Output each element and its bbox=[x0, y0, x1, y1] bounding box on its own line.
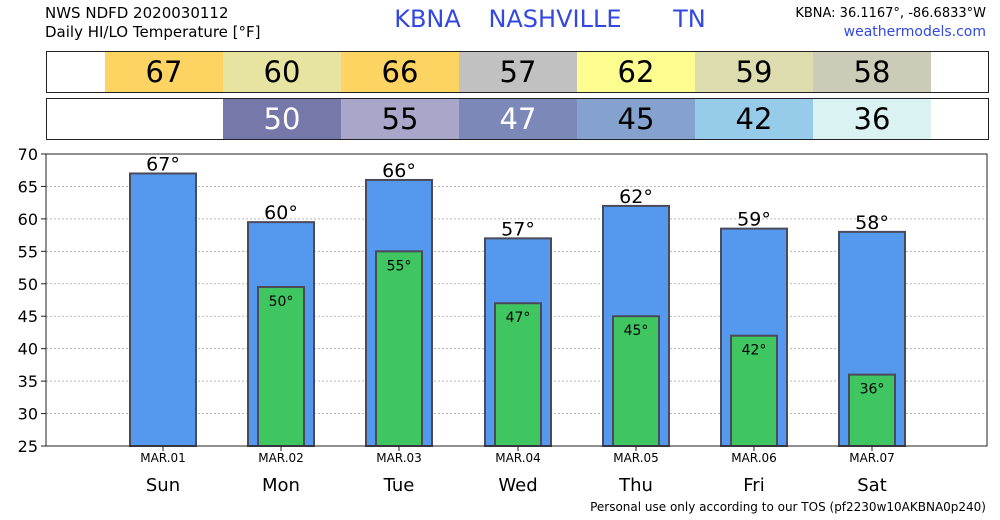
y-tick-label: 30 bbox=[18, 405, 38, 424]
x-day-label: Fri bbox=[743, 475, 764, 496]
hi_strip-cell: 62 bbox=[577, 52, 695, 92]
header-left: NWS NDFD 2020030112 Daily HI/LO Temperat… bbox=[45, 4, 261, 42]
lo-bar bbox=[612, 315, 660, 447]
lo-bar-label: 55° bbox=[387, 258, 412, 274]
y-tick-label: 70 bbox=[18, 145, 38, 164]
x-date-label: MAR.01 bbox=[140, 451, 186, 465]
station-title: KBNA NASHVILLE TN bbox=[340, 5, 760, 33]
lo-bar bbox=[494, 302, 542, 447]
axes: 25 30 35 40 45 50 55 60 65 70 MAR.01 Sun MAR.02 Mon MA… bbox=[18, 145, 895, 496]
hi_strip-cell: 57 bbox=[459, 52, 577, 92]
x-day-label: Tue bbox=[383, 475, 415, 496]
y-tick-label: 50 bbox=[18, 275, 38, 294]
x-date-label: MAR.06 bbox=[731, 451, 777, 465]
hi-temp-strip: 67 60 66 57 62 59 58 bbox=[46, 51, 989, 93]
station-code: KBNA bbox=[394, 5, 461, 33]
lo-bar-label: 45° bbox=[624, 323, 649, 339]
grid bbox=[46, 185, 987, 415]
lo-temp-strip: 50 55 47 45 42 36 bbox=[46, 98, 989, 140]
hi-bar-label: 59° bbox=[737, 209, 771, 231]
x-date-label: MAR.05 bbox=[613, 451, 659, 465]
x-day-label: Sat bbox=[857, 475, 887, 496]
hi-bar bbox=[129, 172, 197, 447]
x-day-label: Wed bbox=[498, 475, 537, 496]
y-tick-label: 60 bbox=[18, 210, 38, 229]
lo-bar bbox=[848, 373, 896, 447]
lo_strip-cell: 55 bbox=[341, 99, 459, 139]
y-tick-label: 55 bbox=[18, 242, 38, 261]
lo-bar bbox=[257, 286, 305, 447]
hi-bar-label: 58° bbox=[855, 212, 889, 234]
y-tick-label: 45 bbox=[18, 307, 38, 326]
hi-bar-label: 67° bbox=[146, 153, 180, 175]
hi-bar-label: 62° bbox=[619, 186, 653, 208]
hi_strip-cell: 67 bbox=[105, 52, 223, 92]
plot-frame bbox=[45, 153, 988, 447]
lo-bar-label: 42° bbox=[742, 343, 767, 359]
hi-bar-label: 66° bbox=[382, 160, 416, 182]
lo_strip-cell: 36 bbox=[813, 99, 931, 139]
x-date-label: MAR.04 bbox=[495, 451, 541, 465]
lo-bar-label: 50° bbox=[269, 294, 294, 310]
footer-note: Personal use only according to our TOS (… bbox=[590, 500, 986, 514]
station-state: TN bbox=[673, 5, 706, 33]
source-line: NWS NDFD 2020030112 bbox=[45, 4, 229, 22]
hi_strip-cell: 58 bbox=[813, 52, 931, 92]
y-tick-label: 65 bbox=[18, 177, 38, 196]
lo_strip-cell: 45 bbox=[577, 99, 695, 139]
x-date-label: MAR.02 bbox=[258, 451, 304, 465]
x-day-label: Mon bbox=[262, 475, 300, 496]
x-day-label: Thu bbox=[618, 475, 653, 496]
site-link[interactable]: weathermodels.com bbox=[843, 24, 986, 40]
x-day-label: Sun bbox=[146, 475, 180, 496]
lo-bar-label: 36° bbox=[860, 382, 885, 398]
x-date-label: MAR.03 bbox=[376, 451, 422, 465]
lo_strip-cell: 42 bbox=[695, 99, 813, 139]
chart-subtitle: Daily HI/LO Temperature [°F] bbox=[45, 23, 261, 41]
station-name: NASHVILLE bbox=[488, 5, 622, 33]
lo_strip-cell: 50 bbox=[223, 99, 341, 139]
hi_strip-cell: 66 bbox=[341, 52, 459, 92]
lo-bar-label: 47° bbox=[506, 310, 531, 326]
station-coords: KBNA: 36.1167°, -86.6833°W bbox=[795, 6, 986, 21]
lo_strip-cell: 47 bbox=[459, 99, 577, 139]
hi-bar-label: 57° bbox=[501, 218, 535, 240]
hi_strip-cell: 60 bbox=[223, 52, 341, 92]
hi_strip-cell: 59 bbox=[695, 52, 813, 92]
x-date-label: MAR.07 bbox=[849, 451, 895, 465]
bars: 67° 60° 50° 66° 55° 57° 47° 62° 45° 59° 42° 58° 36° bbox=[129, 153, 906, 448]
y-tick-label: 40 bbox=[18, 340, 38, 359]
header-right: KBNA: 36.1167°, -86.6833°W weathermodels… bbox=[795, 4, 986, 42]
hi-bar-label: 60° bbox=[264, 202, 298, 224]
lo-bar bbox=[375, 250, 423, 447]
y-tick-label: 25 bbox=[18, 437, 38, 456]
y-tick-label: 35 bbox=[18, 372, 38, 391]
